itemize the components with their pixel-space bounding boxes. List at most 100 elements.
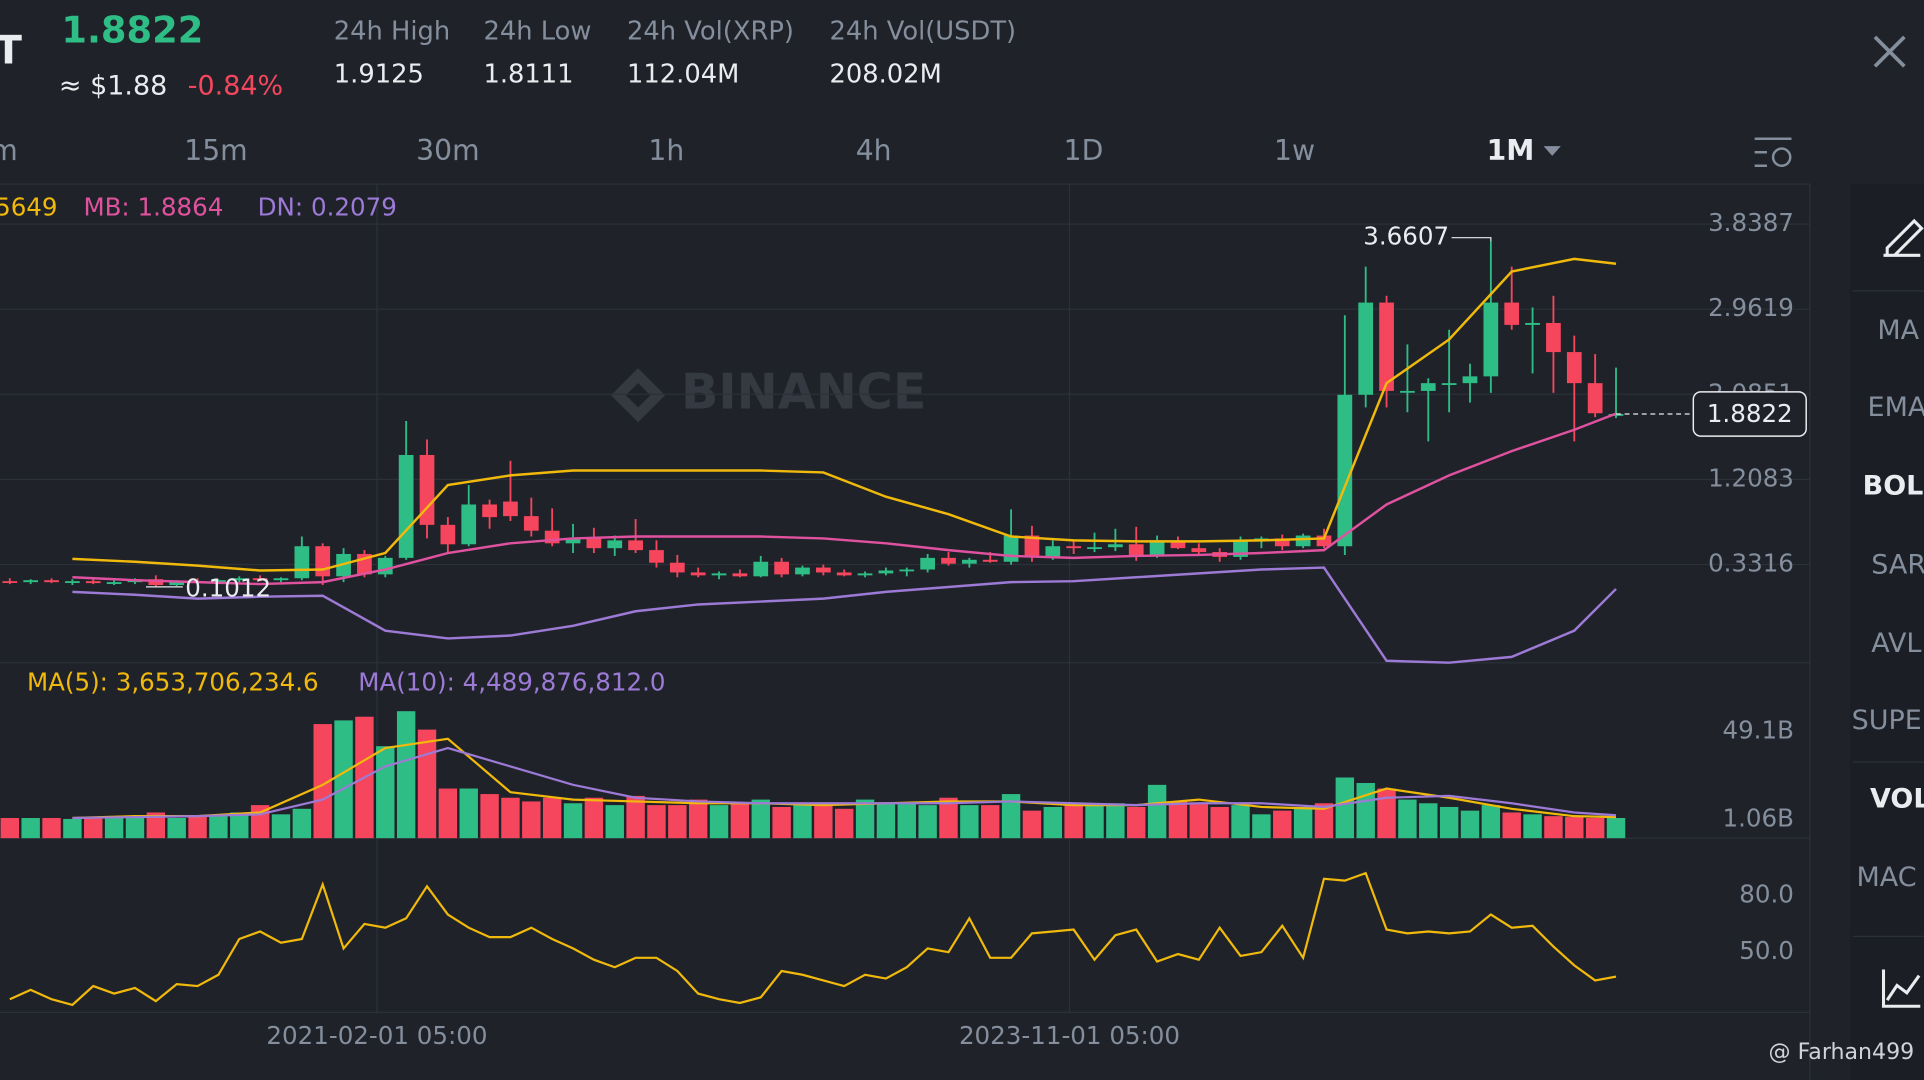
volume-bar [1377, 788, 1396, 839]
candle-body [148, 579, 164, 586]
volume-bar [876, 803, 896, 839]
volume-bar [501, 797, 520, 839]
candle-body [1087, 547, 1102, 550]
y-tick-label: 1.06B [1722, 804, 1793, 833]
candle-body [586, 538, 602, 549]
interval-tab[interactable]: m [0, 134, 18, 167]
side-icons[interactable] [1881, 218, 1924, 1008]
y-tick-label: 80.0 [1739, 880, 1794, 909]
candle-body [1108, 544, 1123, 548]
volume-bar [459, 788, 478, 839]
volume-bar [605, 805, 624, 839]
volume-bar [1210, 806, 1229, 839]
menu-item[interactable]: SAR [1871, 549, 1924, 580]
candle-body [1316, 535, 1332, 547]
change: -0.84% [188, 71, 283, 102]
candle-body [1379, 302, 1394, 391]
stat-label: 24h Vol(XRP) [627, 17, 794, 47]
interval-tab[interactable]: 15m [184, 134, 247, 167]
interval-tab[interactable]: 1M [1487, 134, 1535, 167]
candle-body [273, 578, 289, 581]
band-line [72, 412, 1617, 586]
volume-bar [1481, 805, 1501, 839]
pair: T [0, 28, 22, 73]
volume-bar [897, 803, 916, 839]
candle-body [419, 454, 435, 525]
candle-body [565, 538, 581, 544]
volume-bar [1606, 818, 1626, 839]
settings-icon[interactable] [1754, 137, 1792, 167]
volume-bar [1127, 806, 1146, 839]
candle-body [1400, 390, 1415, 393]
legend-entry: MA(5): 3,653,706,234.6 [27, 668, 319, 697]
stat-value: 1.9125 [334, 59, 424, 89]
candle-body [1608, 413, 1624, 416]
candle-body [252, 578, 268, 581]
indicator-label: MB: 1.8864 [83, 193, 223, 222]
interval-tab[interactable]: 1D [1064, 134, 1104, 167]
volume-bar [1460, 810, 1480, 839]
volume-bar [793, 803, 812, 839]
candle-body [1024, 535, 1040, 557]
candle-body [1504, 302, 1520, 325]
candle-body [962, 559, 977, 564]
menu-item[interactable]: SUPE [1852, 705, 1922, 736]
candle-body [1587, 383, 1603, 414]
interval-tab[interactable]: 30m [416, 134, 479, 167]
max-label: 3.6607 [1363, 222, 1449, 251]
side-menu [1850, 184, 1924, 1080]
candle-body [211, 580, 226, 583]
volume-bar [751, 799, 770, 839]
volume-bar [772, 806, 791, 839]
menu-item[interactable]: MA [1877, 315, 1919, 346]
menu-item[interactable]: BOL [1863, 471, 1924, 502]
volume-bar [1398, 799, 1417, 839]
interval-tab[interactable]: 4h [856, 134, 892, 167]
candle-body [878, 570, 894, 574]
candle-body [1045, 546, 1061, 557]
y-tick-label: 50.0 [1739, 936, 1794, 965]
volume-bar [1252, 814, 1271, 839]
interval-tab[interactable]: 1w [1274, 134, 1315, 167]
close-button[interactable] [1873, 35, 1906, 68]
menu-item[interactable]: AVL [1871, 628, 1921, 659]
candle-body [106, 582, 122, 584]
menu-item[interactable]: EMA [1868, 392, 1924, 423]
volume-bar [104, 818, 124, 839]
interval-tab[interactable]: 1h [648, 134, 684, 167]
candle-body [85, 581, 101, 584]
menu-item[interactable]: MAC [1857, 862, 1917, 893]
volume-bar [209, 816, 228, 839]
candle-body [44, 580, 59, 583]
price: 1.8822 [61, 9, 203, 52]
volume-bar [313, 724, 332, 839]
last-price-label: 1.8822 [1707, 399, 1793, 428]
volume-bar [563, 803, 583, 839]
volume-bar [188, 816, 207, 839]
volume-bar [855, 799, 875, 839]
volume-bar [1022, 810, 1042, 839]
volume-bar [918, 805, 937, 839]
candle-body [65, 581, 80, 584]
y-tick-label: 3.8387 [1708, 208, 1794, 237]
candle-body [815, 567, 831, 573]
volume-bar [668, 805, 687, 839]
min-label: 0.1012 [185, 573, 271, 602]
candle-body [1170, 540, 1186, 549]
band-line [72, 566, 1617, 664]
menu-item[interactable]: VOL [1870, 784, 1924, 815]
dropdown-arrow[interactable] [1543, 146, 1561, 156]
x-tick-label: 2023-11-01 05:00 [959, 1021, 1180, 1050]
candle-body [669, 562, 685, 573]
candle-body [315, 546, 331, 577]
max-pointer [1451, 237, 1492, 242]
candle-body [836, 572, 852, 576]
y-tick-label: 0.3316 [1708, 549, 1794, 578]
y-tick-label: 49.1B [1722, 715, 1793, 744]
candle-body [461, 504, 477, 545]
volume-bar [1231, 805, 1250, 839]
candle-body [398, 454, 414, 558]
volume-bar [1293, 806, 1313, 839]
volume-bar [125, 816, 145, 839]
